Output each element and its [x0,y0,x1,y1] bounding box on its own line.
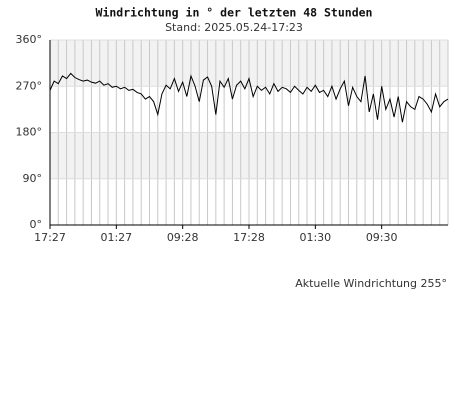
y-tick-label: 180° [16,126,43,139]
chart-title: Windrichtung in ° der letzten 48 Stunden [96,6,373,20]
x-tick-label: 17:28 [233,231,265,244]
y-tick-label: 270° [16,79,43,92]
y-tick-label: 90° [23,172,43,185]
x-tick-label: 09:28 [167,231,199,244]
x-tick-label: 01:27 [100,231,132,244]
x-tick-label: 09:30 [366,231,398,244]
x-tick-label: 01:30 [299,231,331,244]
data-line [49,72,449,123]
chart-subtitle: Stand: 2025.05.24-17:23 [165,21,303,34]
annotation: Aktuelle Windrichtung 255° [295,277,447,290]
y-tick-label: 360° [16,33,43,46]
x-tick-label: 17:27 [34,231,66,244]
y-tick-label: 0° [30,218,43,231]
